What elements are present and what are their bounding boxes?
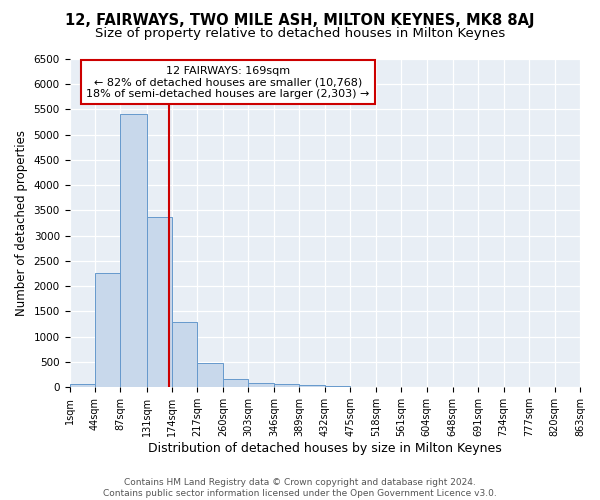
Y-axis label: Number of detached properties: Number of detached properties [15, 130, 28, 316]
Bar [172, 322, 197, 387]
Bar [350, 386, 376, 387]
Text: 12 FAIRWAYS: 169sqm
← 82% of detached houses are smaller (10,768)
18% of semi-de: 12 FAIRWAYS: 169sqm ← 82% of detached ho… [86, 66, 370, 99]
Bar [95, 272, 121, 387]
Bar [146, 216, 172, 387]
Text: Size of property relative to detached houses in Milton Keynes: Size of property relative to detached ho… [95, 28, 505, 40]
Text: Contains HM Land Registry data © Crown copyright and database right 2024.
Contai: Contains HM Land Registry data © Crown c… [103, 478, 497, 498]
X-axis label: Distribution of detached houses by size in Milton Keynes: Distribution of detached houses by size … [148, 442, 502, 455]
Bar [121, 114, 146, 387]
Bar [248, 382, 274, 387]
Bar [325, 386, 350, 387]
Bar [197, 363, 223, 387]
Bar [299, 386, 325, 387]
Bar [274, 384, 299, 387]
Bar [223, 379, 248, 387]
Bar [70, 384, 95, 387]
Text: 12, FAIRWAYS, TWO MILE ASH, MILTON KEYNES, MK8 8AJ: 12, FAIRWAYS, TWO MILE ASH, MILTON KEYNE… [65, 12, 535, 28]
